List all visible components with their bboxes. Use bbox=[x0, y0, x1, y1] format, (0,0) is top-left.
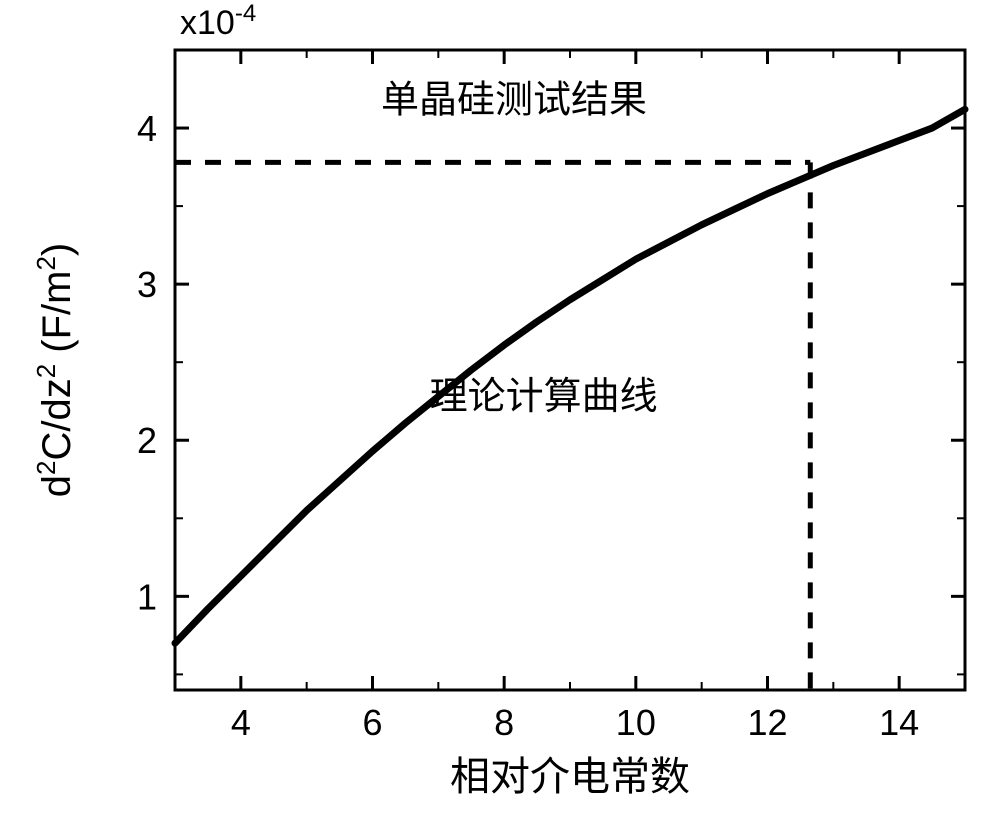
x-tick-label: 8 bbox=[494, 702, 514, 743]
x-axis-label: 相对介电常数 bbox=[450, 754, 690, 799]
chart-svg: 4681012141234单晶硅测试结果理论计算曲线x10-4相对介电常数d2C… bbox=[0, 0, 1000, 833]
x-tick-label: 14 bbox=[879, 702, 919, 743]
annotation-test-result: 单晶硅测试结果 bbox=[381, 79, 647, 121]
annotation-theory-curve: 理论计算曲线 bbox=[430, 376, 658, 418]
x-tick-label: 10 bbox=[616, 702, 656, 743]
x-tick-label: 12 bbox=[747, 702, 787, 743]
y-tick-label: 1 bbox=[137, 576, 157, 617]
y-tick-label: 2 bbox=[137, 420, 157, 461]
y-tick-label: 4 bbox=[137, 108, 157, 149]
x-tick-label: 4 bbox=[231, 702, 251, 743]
chart-container: 4681012141234单晶硅测试结果理论计算曲线x10-4相对介电常数d2C… bbox=[0, 0, 1000, 833]
y-tick-label: 3 bbox=[137, 264, 157, 305]
x-tick-label: 6 bbox=[362, 702, 382, 743]
